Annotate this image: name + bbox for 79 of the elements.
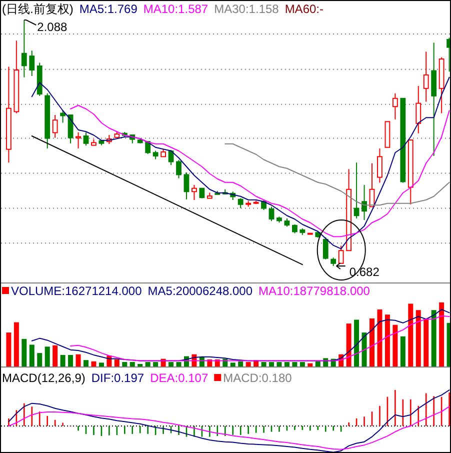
text: DIF:0.197 (91, 371, 144, 385)
bar (439, 302, 444, 366)
bar (76, 354, 81, 366)
bar (308, 363, 313, 366)
bar (292, 362, 298, 366)
candlestick (268, 206, 274, 222)
bar (230, 362, 236, 366)
bar (276, 362, 282, 366)
text: MA5:20006248.000 (148, 284, 253, 298)
text: MA10:18779818.000 (258, 284, 370, 298)
annotation: 2.088 (37, 20, 68, 34)
bar (261, 362, 266, 366)
candlestick (76, 132, 81, 149)
bar (153, 362, 158, 366)
bar (168, 362, 174, 366)
bar (377, 309, 382, 366)
bar (145, 362, 150, 366)
bar (29, 344, 34, 366)
chart-title: MACD(12,26,9) (2, 371, 86, 385)
bar (238, 361, 244, 366)
text: MA30:1.158 (214, 2, 280, 16)
candlestick (52, 114, 58, 138)
candlestick (83, 132, 89, 146)
candlestick (184, 172, 190, 200)
bar (424, 318, 429, 366)
bar (98, 362, 104, 366)
candlestick (362, 184, 367, 220)
candlestick (199, 188, 205, 199)
bar (130, 362, 135, 366)
bar (392, 324, 398, 366)
bar (269, 362, 274, 366)
candlestick (21, 20, 27, 78)
bar (431, 310, 436, 366)
bar (416, 310, 421, 366)
bar (52, 345, 58, 366)
bar (122, 362, 128, 366)
candlestick (176, 159, 182, 179)
candlestick (238, 198, 244, 209)
bar (346, 324, 352, 366)
bar (44, 346, 50, 366)
candlestick (322, 236, 328, 260)
bar (246, 362, 251, 366)
text: MA60:- (284, 2, 324, 16)
bar (370, 318, 374, 366)
bar (22, 338, 27, 366)
candlestick (416, 85, 422, 134)
text: MA10:1.587 (143, 2, 208, 16)
bar (300, 362, 305, 366)
bar (408, 304, 414, 366)
candlestick (145, 141, 151, 155)
bar (91, 361, 96, 366)
candlestick (29, 50, 35, 76)
candlestick (261, 200, 266, 211)
legend-label: MACD:0.180 (223, 371, 292, 385)
candlestick (338, 245, 344, 264)
chart-title: (日线.前复权) (2, 2, 74, 16)
bar (354, 320, 360, 366)
bar (138, 364, 143, 366)
bar (60, 354, 66, 366)
candlestick (392, 92, 398, 120)
candlestick (192, 184, 197, 201)
text: DEA:0.107 (150, 371, 208, 385)
candlestick (354, 162, 360, 219)
legend-label: VOLUME:16271214.000 (11, 284, 142, 298)
bar (14, 322, 19, 366)
bar (84, 360, 88, 366)
text: MA5:1.769 (79, 2, 138, 16)
bar (400, 336, 406, 366)
candlestick (423, 51, 429, 102)
bar (384, 314, 390, 366)
bar (68, 354, 74, 366)
bar (176, 362, 182, 366)
bar (284, 362, 290, 366)
candlestick (377, 148, 382, 184)
bar (362, 332, 367, 366)
bar (6, 332, 12, 366)
bar (114, 359, 120, 366)
bar (37, 353, 42, 366)
bar (315, 361, 320, 366)
